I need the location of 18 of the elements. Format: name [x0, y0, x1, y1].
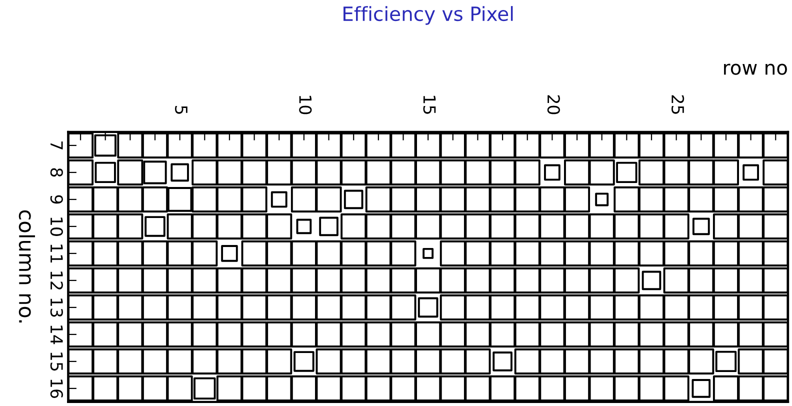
y-tick-label: 13: [50, 298, 63, 317]
chart-title: Efficiency vs Pixel: [344, 6, 513, 25]
x-tick-label: 15: [423, 96, 436, 114]
y-tick-label: 15: [50, 352, 63, 371]
x-axis-title: row no: [724, 64, 787, 75]
x-tick-label: 5: [174, 106, 188, 114]
y-tick-label: 10: [50, 218, 63, 236]
y-tick-label: 8: [50, 168, 63, 177]
y-tick-label: 12: [50, 272, 63, 290]
y-tick-label: 16: [50, 380, 63, 398]
x-tick-label: 20: [547, 95, 560, 114]
x-tick-label: 25: [671, 95, 684, 114]
y-tick-label: 14: [50, 326, 63, 344]
x-tick-label: 10: [299, 96, 312, 114]
y-tick-label: 11: [50, 244, 63, 263]
y-axis-title: column no.: [18, 210, 35, 322]
y-tick-label: 7: [50, 142, 63, 150]
y-tick-label: 9: [50, 195, 63, 204]
